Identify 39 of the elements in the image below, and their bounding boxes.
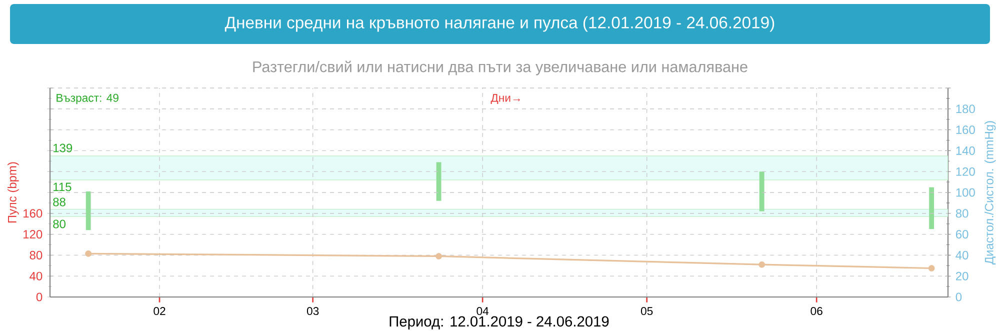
y2-axis-title: Диастол./Систол. (mmHg) [984, 121, 996, 264]
x-tick-label: 05 [640, 307, 653, 316]
y2-tick-label: 140 [956, 146, 975, 155]
x-tick-label: 06 [810, 307, 822, 316]
y2-tick-label: 0 [956, 292, 962, 302]
annotation: Дни→ [490, 94, 520, 104]
y2-tick-label: 60 [956, 230, 968, 239]
annotation: 115 [54, 182, 72, 192]
y2-tick-label: 180 [956, 104, 975, 114]
chart-title: Дневни средни на кръвното налягане и пулса (12.01.2019 - 24.06.2019) [224, 16, 774, 32]
x-axis-title: Период: 12.01.2019 - 24.06.2019 [390, 316, 609, 330]
x-tick-label: 03 [306, 307, 319, 316]
y2-tick-label: 20 [956, 272, 968, 280]
x-tick-label: 02 [154, 307, 166, 316]
y-tick-label: 160 [24, 209, 42, 218]
y2-tick-label: 160 [956, 126, 975, 134]
point [758, 261, 766, 268]
y-tick-label: 120 [24, 230, 42, 239]
y2-tick-label: 40 [956, 250, 968, 260]
y2-tick-label: 100 [956, 188, 975, 197]
annotation: 88 [53, 198, 66, 206]
y-tick-label: 0 [36, 292, 42, 302]
annotation: Възраст: 49 [56, 94, 118, 104]
bar [929, 187, 934, 230]
bar [436, 162, 442, 201]
point [436, 253, 442, 260]
bar [759, 172, 764, 212]
y-axis-title: Пулс (bpm) [8, 162, 19, 223]
y2-tick-label: 120 [956, 167, 975, 176]
y-tick-label: 80 [30, 250, 42, 260]
point [85, 250, 92, 257]
bar [86, 191, 91, 230]
x-tick-label: 04 [476, 307, 489, 316]
y-tick-label: 40 [30, 272, 42, 280]
chart-subtitle: Разтегли/свий или натисни два пъти за увеличаване или намаляване [253, 60, 748, 76]
annotation: 80 [53, 220, 66, 228]
annotation: 139 [54, 144, 72, 152]
y2-tick-label: 80 [956, 209, 968, 218]
point [928, 265, 935, 272]
